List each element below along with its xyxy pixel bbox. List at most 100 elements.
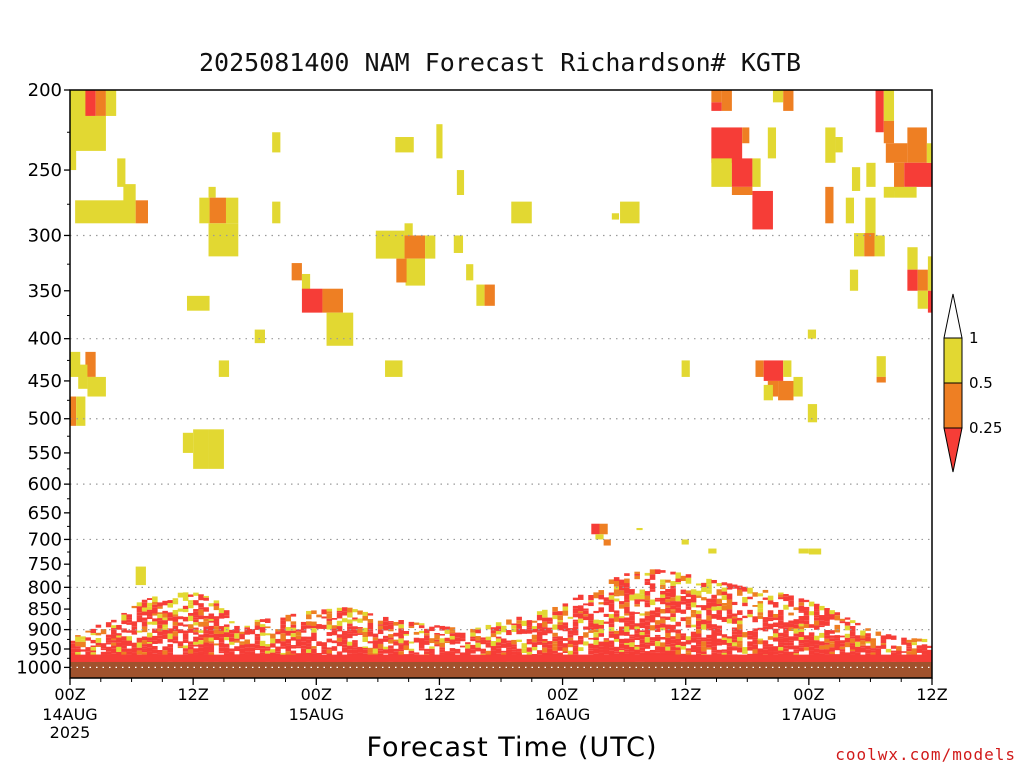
ri-cell bbox=[203, 637, 209, 643]
ri-cell bbox=[757, 648, 764, 653]
ri-cell bbox=[629, 594, 635, 601]
x-tick-date: 14AUG bbox=[42, 705, 97, 724]
ri-cell bbox=[921, 638, 928, 643]
ri-cell bbox=[111, 645, 117, 649]
ri-cell bbox=[624, 620, 630, 623]
ri-cell bbox=[695, 614, 702, 619]
ri-cell bbox=[639, 650, 646, 653]
ri-cell bbox=[311, 628, 317, 633]
ri-cell bbox=[670, 571, 676, 575]
ri-cell bbox=[326, 611, 333, 614]
ri-cell bbox=[516, 616, 522, 621]
ri-cell bbox=[177, 592, 184, 598]
ri-cell bbox=[896, 646, 902, 651]
ri-cell bbox=[254, 633, 261, 637]
ri-cell bbox=[347, 649, 353, 654]
ri-cell bbox=[825, 186, 834, 224]
ri-cell bbox=[193, 644, 199, 647]
ri-cell bbox=[347, 612, 353, 618]
ri-cell bbox=[803, 647, 810, 651]
ri-cell bbox=[157, 606, 163, 609]
ri-cell bbox=[203, 607, 209, 612]
x-tick-label: 00Z bbox=[54, 685, 85, 704]
ri-cell bbox=[254, 640, 261, 645]
ri-cell bbox=[285, 627, 292, 631]
ri-cell bbox=[813, 615, 820, 618]
ri-cell bbox=[162, 627, 168, 630]
ri-cell bbox=[121, 612, 127, 615]
ri-cell bbox=[675, 621, 681, 627]
ri-cell bbox=[280, 646, 286, 649]
ri-cell bbox=[572, 597, 579, 601]
ri-cell bbox=[393, 639, 399, 642]
ri-cell bbox=[927, 256, 932, 291]
ri-cell bbox=[321, 624, 327, 629]
ri-cell bbox=[629, 646, 635, 652]
ri-cell bbox=[490, 650, 497, 656]
ri-cell bbox=[434, 639, 440, 642]
ri-cell bbox=[121, 614, 127, 621]
ri-cell bbox=[634, 646, 640, 650]
ri-cell bbox=[757, 627, 764, 631]
ri-cell bbox=[619, 630, 625, 636]
ri-cell bbox=[290, 627, 297, 631]
ri-cell bbox=[213, 626, 220, 630]
ri-cell bbox=[362, 647, 368, 650]
ri-cell bbox=[254, 329, 265, 344]
ri-cell bbox=[75, 635, 81, 637]
ri-cell bbox=[357, 610, 363, 615]
ri-cell bbox=[436, 124, 443, 159]
ri-cell bbox=[152, 596, 158, 603]
ri-cell bbox=[706, 641, 712, 645]
ri-cell bbox=[126, 617, 132, 620]
ri-cell bbox=[660, 594, 666, 598]
ri-cell bbox=[763, 360, 784, 381]
colorbar-segment bbox=[943, 337, 963, 384]
y-tick-label: 200 bbox=[28, 80, 62, 101]
ri-cell bbox=[259, 627, 266, 633]
ri-cell bbox=[290, 613, 297, 617]
ri-cell bbox=[439, 647, 445, 650]
ri-cell bbox=[418, 625, 425, 629]
ri-cell bbox=[875, 648, 882, 652]
ri-cell bbox=[629, 651, 635, 657]
ri-cell bbox=[311, 646, 317, 649]
ri-cell bbox=[306, 649, 312, 653]
ri-cell bbox=[680, 609, 687, 614]
ri-cell bbox=[136, 650, 143, 655]
ri-cell bbox=[624, 638, 630, 643]
ri-cell bbox=[485, 624, 492, 630]
ri-cell bbox=[485, 650, 492, 656]
ri-cell bbox=[70, 652, 76, 657]
ri-cell bbox=[403, 630, 410, 635]
ri-cell bbox=[490, 630, 497, 634]
ri-cell bbox=[634, 633, 640, 638]
ri-cell bbox=[567, 650, 574, 655]
ri-cell bbox=[595, 534, 604, 540]
ri-cell bbox=[619, 616, 625, 619]
ri-cell bbox=[516, 628, 522, 635]
ri-cell bbox=[362, 611, 368, 616]
ri-cell bbox=[583, 632, 589, 638]
ri-cell bbox=[654, 636, 661, 642]
ri-cell bbox=[193, 641, 199, 645]
ri-cell bbox=[193, 622, 199, 626]
ri-cell bbox=[85, 630, 91, 633]
ri-cell bbox=[244, 644, 250, 648]
ri-cell bbox=[844, 625, 851, 631]
ri-cell bbox=[844, 642, 851, 648]
ri-cell bbox=[511, 644, 517, 647]
ri-cell bbox=[141, 611, 148, 616]
ri-cell bbox=[203, 633, 209, 638]
x-tick-label: 00Z bbox=[547, 685, 578, 704]
ri-cell bbox=[762, 617, 769, 620]
ri-cell bbox=[193, 639, 199, 642]
ri-cell bbox=[547, 648, 553, 653]
ri-cell bbox=[670, 597, 676, 602]
ri-cell bbox=[152, 649, 158, 654]
ri-cell bbox=[737, 648, 743, 653]
ri-cell bbox=[439, 638, 445, 643]
ri-cell bbox=[254, 619, 261, 622]
ri-cell bbox=[234, 640, 240, 643]
ri-cell bbox=[603, 644, 610, 650]
